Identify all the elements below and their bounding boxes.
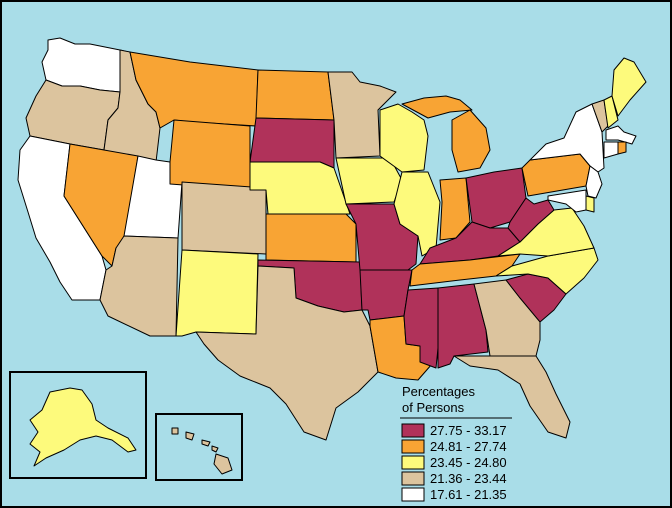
hawaii-inset-frame [155,413,243,481]
legend-swatch [401,455,425,470]
state-wy[interactable] [169,119,251,191]
legend-swatch [401,439,425,454]
state-nm[interactable] [175,249,259,337]
alaska-inset-frame [9,371,147,479]
state-fl[interactable] [453,355,571,439]
legend-item: 21.36 - 23.44 [401,471,507,486]
state-mi-upper[interactable] [401,95,473,119]
state-sd[interactable] [249,117,335,169]
state-md[interactable] [547,189,587,213]
legend-label: 24.81 - 27.74 [430,439,507,454]
state-mi-lower[interactable] [451,109,491,173]
legend-label: 17.61 - 21.35 [430,487,507,502]
legend-item: 17.61 - 21.35 [401,487,507,502]
state-wi[interactable] [379,103,429,173]
legend-swatch [401,487,425,502]
state-me[interactable] [611,57,647,117]
legend-item: 27.75 - 33.17 [401,423,507,438]
legend-item: 24.81 - 27.74 [401,439,507,454]
legend-label: 21.36 - 23.44 [430,471,507,486]
legend-swatch [401,423,425,438]
state-ak[interactable] [29,387,137,467]
state-tx[interactable] [195,265,379,441]
state-nj[interactable] [585,165,603,199]
legend-swatch [401,471,425,486]
state-ma[interactable] [605,125,637,145]
legend-title-line2: of Persons [402,400,465,415]
state-co[interactable] [181,181,267,255]
legend-label: 27.75 - 33.17 [430,423,507,438]
state-nd[interactable] [255,69,335,121]
state-wv[interactable] [507,197,555,243]
state-ri[interactable] [617,141,627,155]
legend: Percentages of Persons 27.75 - 33.17 24.… [400,384,512,502]
state-nh[interactable] [603,95,619,129]
state-il[interactable] [393,171,441,257]
state-mn[interactable] [327,71,397,159]
state-hi[interactable] [171,427,233,475]
state-az[interactable] [99,235,179,337]
legend-label: 23.45 - 24.80 [430,455,507,470]
legend-title-line1: Percentages [402,384,475,399]
state-de[interactable] [585,195,595,213]
state-ks[interactable] [265,213,357,263]
legend-item: 23.45 - 24.80 [401,455,507,470]
